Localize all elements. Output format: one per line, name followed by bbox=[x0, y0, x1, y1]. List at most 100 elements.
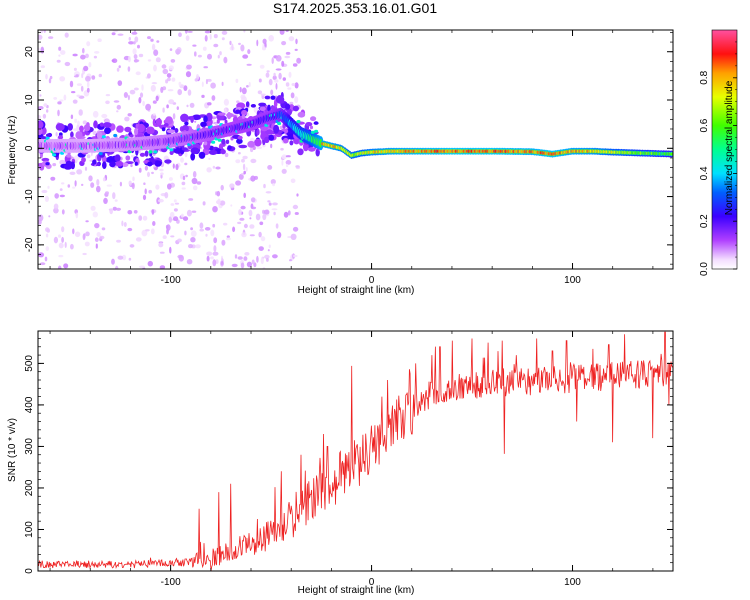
heatmap-noise-cell bbox=[44, 195, 50, 202]
heatmap-noise-cell bbox=[167, 89, 174, 92]
heatmap-noise-cell bbox=[243, 256, 248, 261]
heatmap-noise-cell bbox=[281, 159, 284, 166]
heatmap-noise-cell bbox=[58, 46, 62, 51]
heatmap-noise-cell bbox=[142, 194, 147, 201]
heatmap-noise-cell bbox=[118, 65, 121, 69]
heatmap-noise-cell bbox=[237, 256, 243, 260]
heatmap-noise-cell bbox=[133, 54, 138, 60]
colorbar-tick-label: 0.8 bbox=[699, 70, 710, 84]
heatmap-noise-cell bbox=[144, 165, 148, 171]
heatmap-noise-cell bbox=[61, 226, 65, 233]
heatmap-blob-cell bbox=[38, 127, 43, 136]
heatmap-blob-cell bbox=[102, 122, 112, 128]
heatmap-noise-cell bbox=[267, 165, 273, 170]
heatmap-noise-cell bbox=[184, 230, 187, 236]
heatmap-noise-cell bbox=[86, 81, 90, 88]
heatmap-ridge-core-cell bbox=[113, 133, 118, 138]
heatmap-blob-cell bbox=[146, 126, 155, 135]
heatmap-noise-cell bbox=[204, 227, 211, 231]
heatmap-noise-cell bbox=[249, 234, 255, 237]
heatmap-blob-cell bbox=[181, 147, 188, 151]
heatmap-noise-cell bbox=[59, 99, 64, 102]
heatmap-noise-cell bbox=[145, 229, 150, 232]
heatmap-noise-cell bbox=[213, 245, 217, 253]
heatmap-noise-cell bbox=[116, 239, 121, 243]
heatmap-noise-cell bbox=[237, 143, 241, 146]
heatmap-noise-cell bbox=[82, 233, 86, 241]
heatmap-noise-cell bbox=[229, 183, 235, 189]
heatmap-blob-cell bbox=[218, 143, 224, 150]
heatmap-noise-cell bbox=[92, 211, 99, 218]
heatmap-noise-cell bbox=[58, 242, 64, 249]
heatmap-noise-cell bbox=[59, 76, 66, 82]
heatmap-ridge-core-cell bbox=[211, 140, 216, 144]
heatmap-noise-cell bbox=[90, 205, 96, 211]
heatmap-noise-cell bbox=[246, 85, 249, 88]
heatmap-noise-cell bbox=[142, 100, 145, 107]
snr-ylabel: SNR (10 * v/v) bbox=[7, 418, 18, 482]
heatmap-noise-cell bbox=[272, 183, 275, 187]
heatmap-noise-cell bbox=[138, 167, 142, 173]
heatmap-noise-cell bbox=[160, 174, 163, 179]
heatmap-blob-cell bbox=[235, 109, 241, 114]
heatmap-noise-cell bbox=[190, 237, 196, 243]
snr-ytick-label: 200 bbox=[24, 479, 35, 496]
heatmap-noise-cell bbox=[96, 179, 100, 186]
heatmap-blob-cell bbox=[208, 150, 218, 155]
heatmap-noise-cell bbox=[169, 48, 173, 51]
heatmap-noise-cell bbox=[151, 209, 155, 215]
heatmap-noise-cell bbox=[173, 208, 178, 212]
colorbar: 0.0 0.2 0.4 0.6 0.8 Normalized spectral ampl… bbox=[699, 29, 738, 276]
heatmap-noise-cell bbox=[73, 128, 79, 132]
heatmap-noise-cell bbox=[168, 216, 172, 223]
heatmap-noise-cell bbox=[172, 113, 176, 120]
heatmap-noise-cell bbox=[161, 64, 167, 69]
heatmap-noise-cell bbox=[178, 81, 182, 86]
heatmap-blob-cell bbox=[41, 157, 50, 162]
heatmap-noise-cell bbox=[172, 163, 175, 169]
heatmap-ridge-core-cell bbox=[217, 138, 222, 142]
heatmap-blob-cell bbox=[259, 106, 266, 112]
heatmap-noise-cell bbox=[142, 215, 148, 221]
heatmap-noise-cell bbox=[85, 220, 89, 223]
heatmap-noise-cell bbox=[44, 256, 48, 262]
heatmap-noise-cell bbox=[247, 49, 251, 55]
heatmap-noise-cell bbox=[152, 221, 156, 226]
heatmap-noise-cell bbox=[250, 197, 256, 203]
heatmap-noise-cell bbox=[292, 204, 299, 210]
heatmap-noise-cell bbox=[248, 81, 251, 88]
heatmap-noise-cell bbox=[290, 178, 296, 184]
heatmap-blob-cell bbox=[102, 161, 107, 169]
heatmap-noise-cell bbox=[116, 207, 121, 211]
heatmap-noise-cell bbox=[69, 80, 74, 88]
heatmap-noise-cell bbox=[220, 261, 224, 266]
heatmap-noise-cell bbox=[292, 63, 298, 67]
heatmap-noise-cell bbox=[131, 182, 135, 190]
heatmap-noise-cell bbox=[56, 59, 61, 63]
heatmap-blob-cell bbox=[270, 95, 276, 100]
heatmap-noise-cell bbox=[246, 63, 252, 66]
heatmap-blob-cell bbox=[200, 121, 207, 128]
heatmap-noise-cell bbox=[249, 224, 255, 229]
heatmap-noise-cell bbox=[246, 261, 252, 268]
heatmap-noise-cell bbox=[275, 68, 282, 71]
heatmap-noise-cell bbox=[96, 232, 101, 237]
heatmap-noise-cell bbox=[226, 235, 230, 238]
heatmap-noise-cell bbox=[112, 192, 116, 200]
heatmap-noise-cell bbox=[273, 211, 276, 216]
heatmap-noise-cell bbox=[255, 213, 261, 221]
heatmap-noise-cell bbox=[268, 35, 275, 42]
heatmap-noise-cell bbox=[133, 30, 137, 33]
heatmap-blob-cell bbox=[192, 114, 201, 121]
heatmap-noise-cell bbox=[128, 36, 131, 41]
heatmap-noise-cell bbox=[226, 237, 231, 241]
heatmap-noise-cell bbox=[70, 114, 74, 120]
heatmap-noise-cell bbox=[258, 78, 262, 83]
heatmap-blob-cell bbox=[174, 128, 179, 133]
heatmap-noise-cell bbox=[223, 56, 228, 64]
heatmap-noise-cell bbox=[194, 120, 197, 123]
heatmap-noise-cell bbox=[153, 49, 159, 56]
heatmap-noise-cell bbox=[272, 202, 278, 206]
heatmap-noise-cell bbox=[151, 82, 158, 85]
